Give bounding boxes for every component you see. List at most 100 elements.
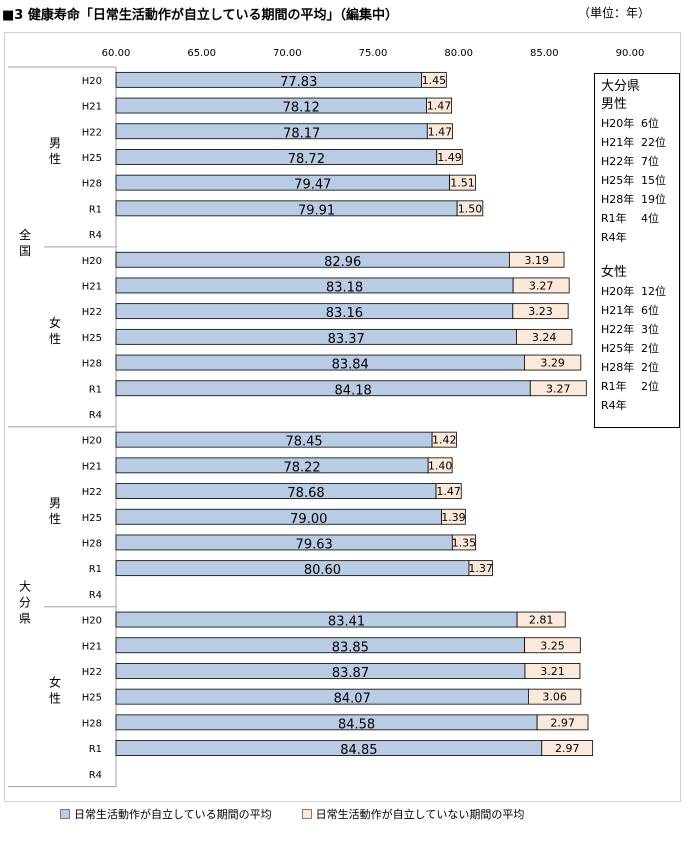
x-tick-label: 85.00: [530, 48, 559, 59]
rank-female-rank: 3位: [641, 323, 659, 336]
year-label: H21: [82, 281, 102, 292]
year-label: H25: [82, 693, 102, 704]
bar-independent: [115, 688, 529, 705]
bar-dependent: [431, 431, 457, 448]
rank-female-row: R1年 2位: [601, 377, 679, 396]
rank-female-year: R4年: [601, 399, 627, 412]
data-label-independent: 83.16: [326, 306, 363, 321]
bar-dependent: [524, 354, 582, 371]
rank-male-year: H20年: [601, 117, 635, 130]
bar-dependent: [529, 380, 587, 397]
data-label-independent: 79.63: [296, 537, 333, 552]
unit-label: （単位：年）: [578, 6, 651, 20]
year-label: H20: [82, 436, 102, 447]
bar-independent: [115, 560, 470, 577]
rank-female-list: H20年 12位 H21年 6位 H22年 3位 H25年 2位 H28年 2位 R1年 2位 R4年: [601, 282, 679, 415]
bar-dependent: [441, 508, 466, 525]
year-label: H21: [82, 461, 102, 472]
data-label-independent: 83.18: [326, 280, 363, 295]
data-label-independent: 83.85: [332, 640, 369, 655]
rank-female-year: H21年: [601, 304, 635, 317]
bar-dependent: [536, 714, 589, 731]
rank-female-year: H22年: [601, 323, 635, 336]
year-label: R1: [89, 744, 102, 755]
data-label-dependent: 2.81: [529, 614, 554, 627]
bar-dependent: [527, 688, 582, 705]
bar-independent: [115, 71, 422, 88]
bar-independent: [115, 328, 517, 345]
bar-dependent: [426, 97, 453, 114]
year-label: H21: [82, 641, 102, 652]
year-label: H22: [82, 127, 102, 138]
data-label-independent: 78.72: [288, 152, 325, 167]
bar-independent: [115, 663, 526, 679]
rank-male-year: R4年: [601, 231, 627, 244]
rank-male-row: H28年 19位: [601, 190, 679, 209]
bar-dependent: [426, 123, 453, 140]
data-label-independent: 79.47: [294, 178, 331, 193]
sex-label: 女: [49, 675, 61, 690]
rank-male-year: H22年: [601, 155, 635, 168]
chart-area: [4, 32, 681, 802]
data-label-dependent: 3.21: [540, 665, 565, 678]
rank-female-year: R1年: [601, 380, 627, 393]
data-label-dependent: 1.45: [422, 74, 447, 87]
sex-label: 性: [49, 332, 61, 346]
rank-male-year: H28年: [601, 193, 635, 206]
data-label-independent: 83.87: [332, 666, 369, 681]
bar-dependent: [508, 251, 565, 268]
data-label-dependent: 3.29: [540, 357, 565, 370]
bar-independent: [115, 200, 458, 217]
x-tick-label: 65.00: [187, 48, 216, 59]
year-label: H28: [82, 179, 102, 190]
year-label: R1: [89, 384, 102, 395]
bar-independent: [115, 277, 514, 294]
sex-label: 性: [49, 512, 61, 526]
year-label: H28: [82, 538, 102, 549]
legend-label-dependent: 日常生活動作が自立していない期間の平均: [315, 808, 525, 821]
data-label-dependent: 1.37: [468, 562, 493, 575]
year-label: H28: [82, 718, 102, 729]
rank-male-label: 男性: [601, 97, 628, 112]
bar-independent: [115, 149, 438, 165]
rank-female-row: H20年 12位: [601, 282, 679, 301]
legend: 日常生活動作が自立している期間の平均 日常生活動作が自立していない期間の平均: [60, 806, 524, 822]
data-label-independent: 84.85: [340, 743, 377, 758]
rank-female-row: H28年 2位: [601, 358, 679, 377]
bar-independent: [115, 251, 510, 268]
data-label-independent: 77.83: [280, 75, 317, 90]
rank-box: 大分県 男性 H20年 6位 H21年 22位 H22年 7位 H25年 15位 H28年 19位…: [594, 73, 680, 428]
sex-label: 男: [49, 496, 61, 510]
data-label-dependent: 1.50: [458, 202, 483, 215]
rank-male-rank: 6位: [641, 117, 659, 130]
bar-independent: [115, 380, 531, 397]
bar-independent: [115, 97, 427, 114]
data-label-independent: 78.45: [285, 435, 322, 450]
bar-independent: [115, 534, 453, 551]
year-label: H28: [82, 359, 102, 370]
data-label-independent: 82.96: [324, 255, 361, 270]
legend-swatch-dependent: [301, 809, 312, 819]
rank-male-rank: 19位: [641, 193, 666, 206]
bar-independent: [115, 483, 437, 499]
rank-female-rank: 2位: [641, 342, 659, 355]
rank-male-list: H20年 6位 H21年 22位 H22年 7位 H25年 15位 H28年 19位 R1年 4位 R4…: [601, 114, 679, 247]
data-label-dependent: 1.49: [437, 151, 462, 164]
bar-dependent: [524, 637, 581, 654]
rank-female-row: H22年 3位: [601, 320, 679, 339]
bar-dependent: [512, 303, 569, 320]
rank-female-rank: 6位: [641, 304, 659, 317]
sex-label: 性: [49, 152, 61, 166]
region-label: 県: [19, 612, 31, 626]
data-label-independent: 83.41: [328, 615, 365, 630]
bar-dependent: [451, 534, 476, 551]
rank-female-label: 女性: [601, 265, 628, 280]
sex-label: 性: [49, 692, 61, 706]
rank-male-row: H22年 7位: [601, 152, 679, 171]
data-label-dependent: 1.47: [427, 100, 452, 113]
rank-female-rank: 2位: [641, 361, 659, 374]
region-label: 大: [19, 580, 31, 594]
year-label: R4: [89, 770, 102, 781]
year-label: R1: [89, 564, 102, 575]
